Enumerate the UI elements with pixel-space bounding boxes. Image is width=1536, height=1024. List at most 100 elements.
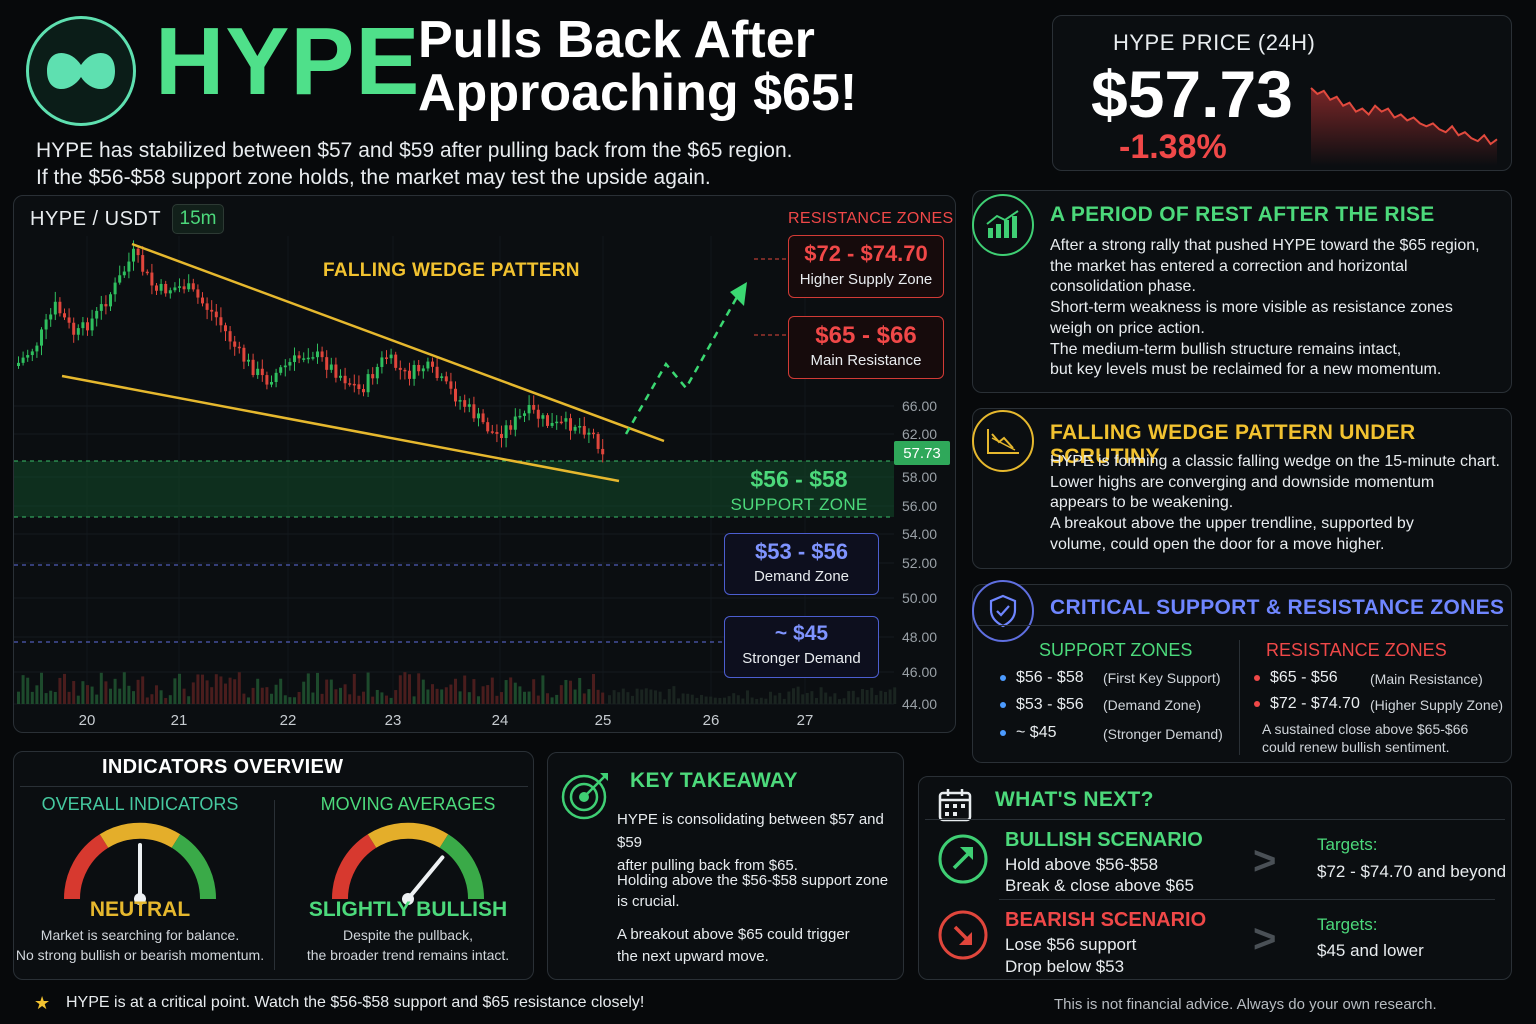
candle-body: [256, 368, 260, 376]
candle-body: [72, 322, 76, 335]
volume-bar: [490, 677, 494, 704]
candle-body: [205, 303, 209, 310]
sparkline-line: [1310, 87, 1498, 146]
candle-body: [490, 431, 494, 433]
volume-bar: [173, 678, 177, 704]
candle-body: [187, 283, 191, 290]
wedge-line: appears to be weakening.: [1050, 494, 1234, 512]
volume-bar: [403, 672, 407, 704]
candle-body: [210, 309, 214, 312]
volume-bar: [472, 679, 476, 704]
candle-body: [49, 314, 53, 320]
candle-body: [279, 367, 283, 373]
card-wedge: [972, 408, 1512, 569]
candle-body: [509, 425, 513, 430]
card-zones-title: CRITICAL SUPPORT & RESISTANCE ZONES: [1050, 596, 1505, 619]
support-zones-header: SUPPORT ZONES: [1039, 640, 1193, 660]
volume-bar: [63, 673, 66, 704]
volume-bar: [72, 681, 76, 704]
candle-body: [136, 248, 140, 256]
headline-line2: Approaching $65!: [418, 64, 858, 123]
y-tick-label: 48.00: [902, 629, 937, 645]
kt-line: is crucial.: [617, 893, 680, 910]
price-sparkline: [1310, 87, 1498, 166]
volume-bar: [555, 694, 559, 704]
volume-bar: [81, 681, 85, 704]
volume-bar: [532, 679, 536, 704]
candle-body: [569, 418, 572, 431]
candle-body: [95, 310, 99, 319]
volume-bar: [334, 689, 338, 704]
candle-body: [224, 325, 227, 332]
ma-title: MOVING AVERAGES: [320, 794, 496, 814]
candle-body: [320, 351, 324, 358]
support-value: $56 - $58: [750, 466, 848, 492]
support-row-note: (Stronger Demand): [1103, 726, 1223, 742]
volume-bar: [879, 690, 883, 704]
overall-gauge: [63, 822, 217, 905]
candle-body: [141, 255, 145, 272]
x-tick-label: 24: [492, 712, 509, 729]
candle-body: [329, 364, 333, 370]
volume-bar: [759, 697, 763, 704]
candle-body: [546, 415, 549, 426]
candle-body: [35, 345, 39, 352]
support-row: ~ $45 (Stronger Demand): [1000, 724, 1223, 742]
candle-body: [150, 272, 154, 286]
volume-bar: [95, 694, 99, 704]
candle-body: [518, 415, 522, 418]
candle-body: [596, 434, 600, 449]
wedge-line: volume, could open the door for a move h…: [1050, 535, 1385, 553]
volume-bar: [306, 673, 310, 704]
candle-body: [435, 366, 439, 378]
candle-body: [394, 354, 398, 368]
volume-bar: [260, 687, 264, 704]
volume-bar: [408, 674, 411, 704]
rest-line: the market has entered a correction and …: [1050, 257, 1408, 275]
bearish-arrow-icon: [938, 910, 988, 960]
candle-body: [454, 388, 457, 402]
y-tick-label: 52.00: [902, 555, 937, 571]
candle-body: [477, 413, 480, 419]
candle-body: [486, 422, 490, 432]
rest-line: but key levels must be reclaimed for a n…: [1050, 361, 1442, 379]
volume-bar: [141, 676, 145, 704]
candle-body: [417, 364, 421, 372]
bullet-icon: [1000, 729, 1006, 736]
volume-bar: [67, 691, 71, 704]
volume-bar: [713, 697, 717, 704]
volume-bar: [746, 690, 749, 704]
overall-desc: Market is searching for balance. No stro…: [10, 925, 270, 965]
volume-bar: [99, 672, 103, 704]
candle-body: [242, 347, 246, 362]
volume-bar: [654, 690, 657, 704]
strong-demand-label: Stronger Demand: [742, 650, 861, 667]
candle-body: [155, 285, 158, 291]
volume-bar: [523, 691, 526, 704]
volume-bar: [856, 697, 860, 704]
volume-bar: [870, 687, 874, 704]
resistance-row: $72 - $74.70 (Higher Supply Zone): [1254, 695, 1503, 713]
resistance-row: $65 - $56 (Main Resistance): [1254, 669, 1483, 687]
volume-bar: [219, 676, 223, 704]
volume-bar: [279, 678, 283, 704]
ma-needle: [406, 855, 445, 901]
zones-note-line1: A sustained close above $65-$66: [1262, 721, 1469, 737]
card-wedge-content: FALLING WEDGE PATTERN UNDER SCRUTINY HYP…: [972, 408, 1512, 569]
card-zones: [972, 584, 1512, 763]
resistance-row-value: $65 - $56: [1270, 669, 1338, 686]
kt-para1: HYPE is consolidating between $57 and $5…: [617, 808, 903, 877]
volume-bar: [704, 696, 708, 704]
timeframe-button[interactable]: 15m: [172, 204, 224, 234]
footer-disclaimer: This is not financial advice. Always do …: [1054, 996, 1437, 1013]
key-takeaway-panel: KEY TAKEAWAY HYPE is consolidating betwe…: [547, 752, 904, 980]
bear-title: BEARISH SCENARIO: [1005, 909, 1207, 931]
candle-body: [513, 416, 517, 430]
volume-bar: [847, 691, 851, 704]
x-tick-label: 23: [385, 712, 402, 729]
volume-bar: [122, 672, 126, 704]
strong-demand-box: ~ $45 Stronger Demand: [724, 616, 879, 678]
volume-bar: [782, 698, 786, 704]
candle-body: [587, 432, 591, 435]
support-row-note: (Demand Zone): [1103, 697, 1202, 713]
